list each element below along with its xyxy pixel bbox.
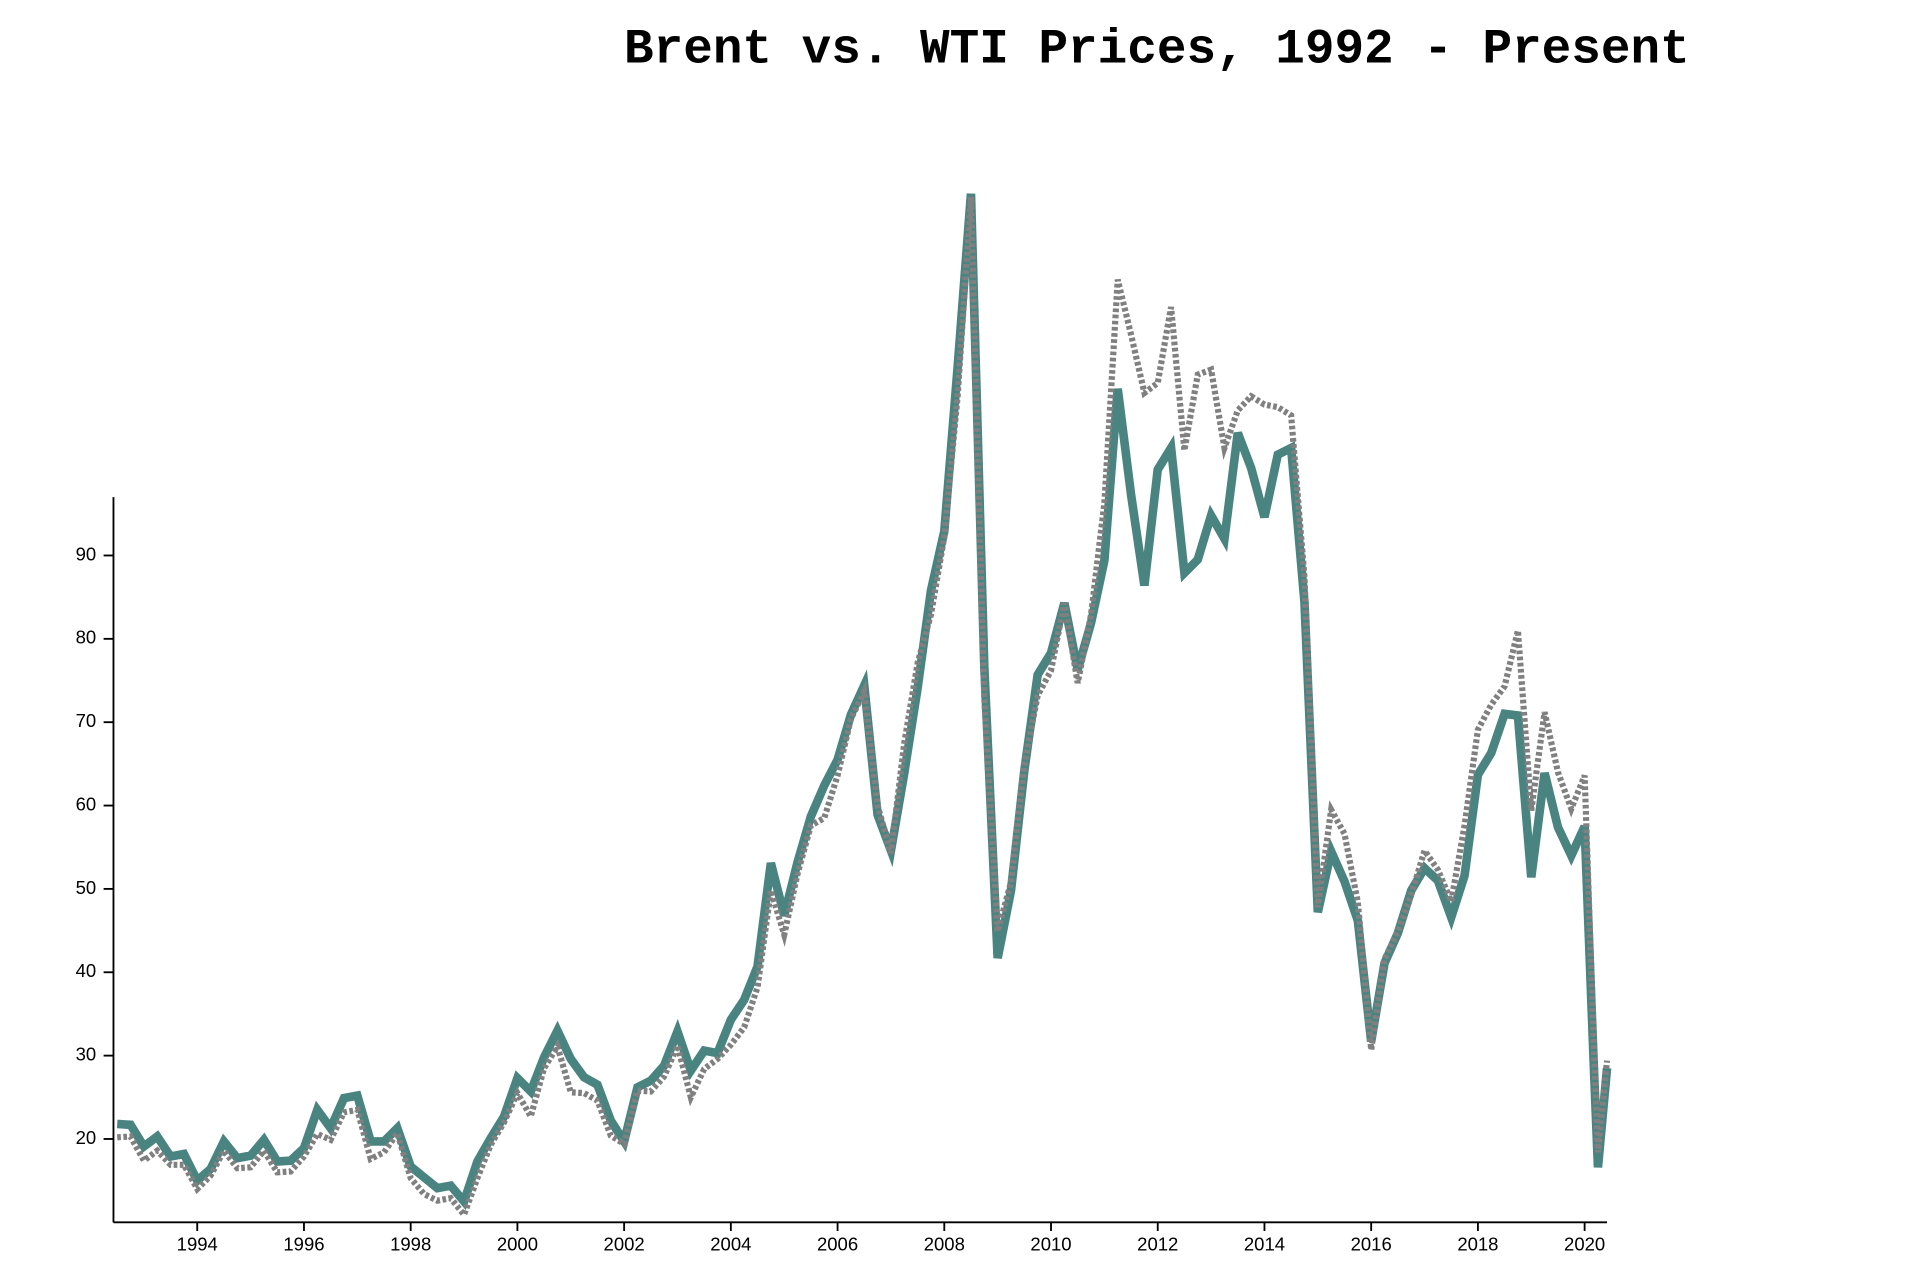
x-tick-label: 2008 (924, 1234, 965, 1255)
y-tick-label: 90 (76, 543, 97, 564)
x-tick-label: 2012 (1137, 1234, 1178, 1255)
x-tick-label: 2018 (1457, 1234, 1498, 1255)
y-tick-label: 60 (76, 793, 97, 814)
x-tick-label: 2014 (1244, 1234, 1285, 1255)
x-tick-label: 2006 (817, 1234, 858, 1255)
y-tick-label: 50 (76, 877, 97, 898)
chart-title: Brent vs. WTI Prices, 1992 - Present (624, 21, 1690, 77)
y-tick-label: 40 (76, 960, 97, 981)
series-line (117, 196, 1611, 1222)
x-tick-label: 2020 (1564, 1234, 1605, 1255)
x-tick-label: 2004 (710, 1234, 751, 1255)
y-tick-label: 70 (76, 710, 97, 731)
y-tick-label: 20 (76, 1127, 97, 1148)
x-tick-label: 2000 (497, 1234, 538, 1255)
x-tick-label: 1998 (390, 1234, 431, 1255)
x-tick-label: 2010 (1030, 1234, 1071, 1255)
y-tick-label: 30 (76, 1044, 97, 1065)
x-tick-label: 2016 (1351, 1234, 1392, 1255)
x-tick-label: 2002 (604, 1234, 645, 1255)
x-tick-label: 1996 (283, 1234, 324, 1255)
y-tick-label: 80 (76, 627, 97, 648)
x-tick-label: 1994 (177, 1234, 218, 1255)
